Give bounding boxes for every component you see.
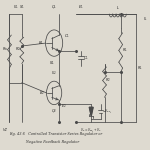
Text: Fig. 43.6   Controlled Transistor Series Regulator or: Fig. 43.6 Controlled Transistor Series R… — [9, 132, 103, 136]
Text: $C_1$: $C_1$ — [64, 32, 70, 40]
Text: $I_{C1}$: $I_{C1}$ — [13, 3, 19, 11]
Text: $-V_{BE_2}$: $-V_{BE_2}$ — [102, 108, 112, 116]
Text: Negative Feedback Regulator: Negative Feedback Regulator — [9, 140, 80, 144]
Text: $R_L$: $R_L$ — [137, 64, 143, 72]
Text: $E_2$: $E_2$ — [61, 102, 66, 110]
Text: $I_{B1}$: $I_{B1}$ — [49, 59, 55, 67]
Text: $V_E=V_{BE_2}+V_o$: $V_E=V_{BE_2}+V_o$ — [80, 127, 102, 135]
Text: $Q_1$: $Q_1$ — [51, 4, 57, 11]
Text: $R_a$: $R_a$ — [2, 46, 9, 54]
Text: $I_L$: $I_L$ — [144, 16, 148, 23]
Text: $Q_2$: $Q_2$ — [51, 108, 57, 115]
Text: $S_1$: $S_1$ — [19, 3, 25, 11]
Text: $B_1$: $B_1$ — [38, 39, 44, 47]
Text: $R_2$: $R_2$ — [15, 45, 21, 53]
Text: $B_2$: $B_2$ — [39, 89, 45, 97]
Text: $V_Z$: $V_Z$ — [2, 127, 9, 134]
Text: $R_1$: $R_1$ — [122, 47, 128, 54]
Polygon shape — [89, 107, 93, 116]
Text: $L$: $L$ — [116, 4, 120, 11]
Text: $C_1$: $C_1$ — [83, 55, 89, 62]
Text: $I_{C2}$: $I_{C2}$ — [51, 69, 57, 77]
Text: $R_2$: $R_2$ — [105, 77, 111, 84]
Text: $E_1$: $E_1$ — [78, 3, 84, 11]
